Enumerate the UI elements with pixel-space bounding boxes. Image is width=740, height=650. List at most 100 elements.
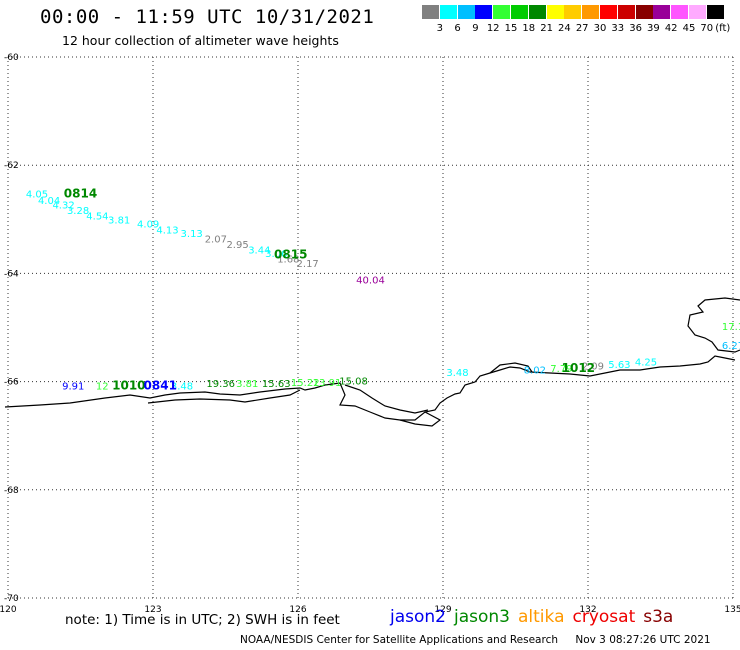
colorbar-cell	[635, 5, 653, 19]
y-tick-label: -60	[4, 53, 19, 63]
wave-height-label: 1.68	[277, 255, 299, 266]
colorbar-cell	[564, 5, 582, 19]
y-tick-label: -66	[4, 378, 19, 388]
colorbar-label: 33	[611, 23, 625, 34]
axis-tick-labels: 120 123 126 129 132 135 -60 -62 -64 -66 -68 -70	[0, 53, 740, 615]
pass-time-label: 1010	[112, 379, 145, 393]
wave-height-label: 9.91	[62, 382, 84, 393]
wave-height-label: 2.95	[226, 240, 248, 251]
colorbar-unit: (ft)	[715, 23, 731, 34]
chart-subtitle: 12 hour collection of altimeter wave hei…	[62, 33, 339, 48]
wave-height-label: 4.09	[137, 219, 159, 230]
colorbar-cell	[582, 5, 600, 19]
wave-height-label: 3.81	[236, 379, 258, 390]
coastline-bay-east	[489, 362, 533, 374]
wave-height-label: 15.63	[262, 379, 291, 390]
wave-height-label: 3.48	[171, 382, 193, 393]
colorbar-cell	[617, 5, 635, 19]
footer-org: NOAA/NESDIS Center for Satellite Applica…	[240, 634, 558, 646]
colorbar-cell	[457, 5, 475, 19]
colorbar-cell	[689, 5, 706, 19]
coastline-island-left	[147, 389, 301, 404]
wave-height-labels: 4.054.044.323.284.54 3.81 4.094.13 3.13 2.07…	[26, 190, 740, 393]
wave-height-label: 3.44	[248, 245, 270, 256]
chart-title: 00:00 - 11:59 UTC 10/31/2021	[40, 6, 375, 28]
colorbar-label: 9	[472, 23, 479, 34]
colorbar-label: 24	[558, 23, 571, 34]
wave-height-label: 6.27	[722, 341, 740, 352]
colorbar-cell	[439, 5, 457, 19]
colorbar-cell	[653, 5, 671, 19]
satellite-legend-item: s3a	[643, 607, 674, 627]
pass-time-label: 0841	[144, 379, 177, 393]
x-tick-label: 126	[289, 605, 306, 615]
colorbar-cell	[475, 5, 493, 19]
wave-height-label: 40.04	[356, 276, 385, 287]
colorbar-cell	[600, 5, 617, 19]
wave-height-label: 3.06	[265, 249, 287, 260]
wave-height-label: 12	[96, 382, 109, 393]
colorbar-label: 12	[486, 23, 500, 34]
x-tick-label: 135	[724, 605, 740, 615]
coastline-inlet	[344, 384, 429, 414]
colorbar-cell	[493, 5, 511, 19]
colorbar-cell	[546, 5, 564, 19]
x-tick-label: 123	[144, 605, 161, 615]
wave-height-label: 13.91	[313, 378, 342, 389]
wave-height-label: 3.48	[446, 368, 468, 379]
wave-height-label: 4.25	[635, 357, 657, 368]
wave-height-label: 2.17	[297, 259, 319, 270]
pass-time-label: 0814	[64, 187, 97, 201]
coastline	[4, 297, 740, 427]
coastline-shelf	[399, 411, 442, 427]
coastline-main	[4, 355, 736, 421]
colorbar-label: 30	[593, 23, 607, 34]
wave-height-label: 3.13	[181, 229, 203, 240]
wave-height-label: 7.79	[550, 364, 572, 375]
colorbar-label: 45	[682, 23, 696, 34]
colorbar-cell	[528, 5, 546, 19]
colorbar-label: 18	[522, 23, 536, 34]
colorbar-cell	[706, 5, 724, 19]
wave-height-label: 2.09	[582, 362, 604, 373]
pass-time-label: 0815	[274, 247, 307, 261]
wave-height-label: 17.1	[722, 322, 740, 333]
wave-height-label: 4.05	[26, 190, 48, 201]
coastline-island-right	[687, 297, 740, 353]
colorbar-label: 21	[540, 23, 553, 34]
satellite-legend: jason2 jason3 altika cryosat s3a	[390, 607, 681, 627]
x-tick-label: 132	[579, 605, 596, 615]
wave-height-label: 3.28	[67, 206, 89, 217]
colorbar-label: 42	[664, 23, 678, 34]
footer: NOAA/NESDIS Center for Satellite Applica…	[240, 634, 711, 646]
satellite-legend-item: altika	[518, 607, 565, 627]
colorbar-label: 6	[454, 23, 461, 34]
wave-height-label: 2.07	[205, 235, 227, 246]
wave-height-label: 19.36	[206, 379, 235, 390]
pass-time-label: 1012	[562, 361, 595, 375]
note-text: note: 1) Time is in UTC; 2) SWH is in fe…	[65, 612, 340, 628]
colorbar-label: 70	[700, 23, 714, 34]
x-tick-label: 129	[434, 605, 451, 615]
wave-height-label: 4.13	[156, 225, 178, 236]
y-tick-label: -70	[4, 594, 19, 604]
wave-height-label: 15.08	[339, 376, 368, 387]
colorbar-label: 3	[436, 23, 443, 34]
grid-lines	[7, 56, 734, 599]
satellite-legend-item: jason3	[454, 607, 510, 627]
y-tick-label: -68	[4, 486, 19, 496]
wave-height-label: 4.04	[38, 196, 60, 207]
wave-height-label: 8.02	[524, 365, 546, 376]
wave-height-label: 15.22	[291, 378, 320, 389]
wave-height-label: 4.54	[86, 211, 108, 222]
satellite-legend-item: jason2	[390, 607, 446, 627]
wave-height-label: 3.81	[108, 216, 130, 227]
colorbar-label: 36	[629, 23, 642, 34]
colorbar-cell	[671, 5, 689, 19]
y-tick-label: -64	[4, 269, 19, 279]
wave-height-label: 5.63	[608, 360, 630, 371]
colorbar-cell	[511, 5, 528, 19]
colorbar-cell	[422, 5, 439, 19]
